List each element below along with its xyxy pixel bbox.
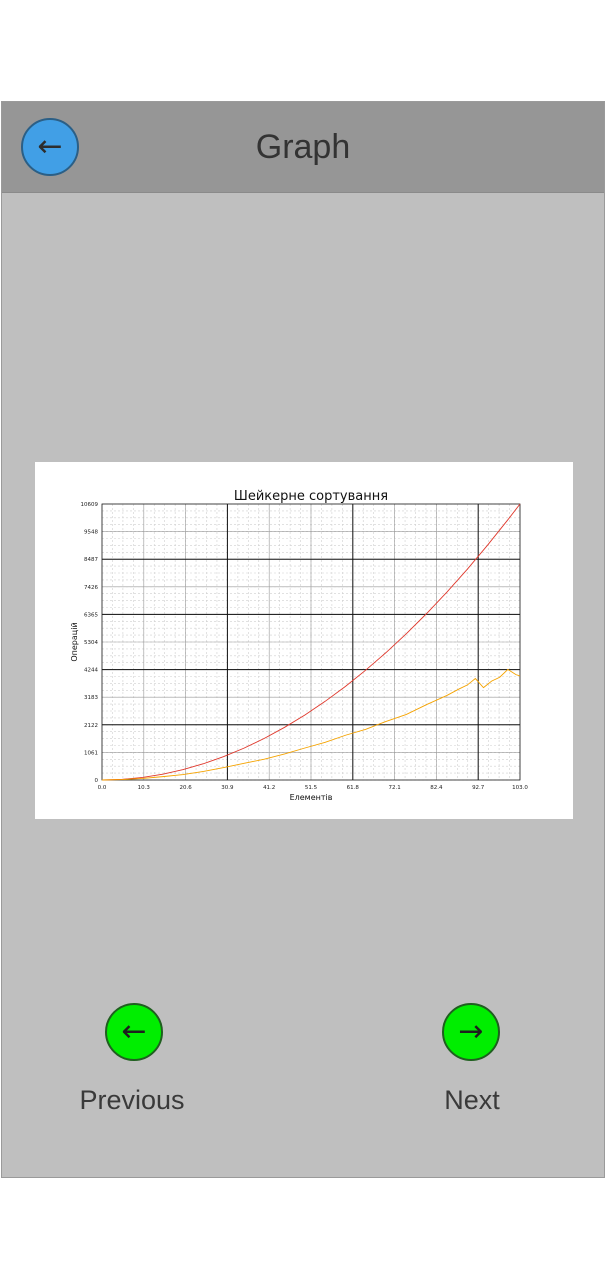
x-tick-label: 30.9	[221, 785, 234, 791]
y-tick-label: 3183	[84, 695, 98, 701]
series-line-1	[101, 668, 521, 781]
next-button[interactable]: →	[442, 1003, 500, 1061]
line-chart: 0.0 10.3 20.6 30.9 41.2 51.5 61.8 72.1 82.4 92.7 1…	[70, 489, 528, 802]
y-tick-label: 1061	[84, 750, 98, 756]
x-tick-label: 41.2	[263, 785, 275, 791]
y-tick-label: 6365	[84, 612, 98, 618]
y-axis-label: Операцій	[70, 622, 79, 661]
app-window: ← Graph 0.0 10.3 20.6 30.9 41.2 51.5 61.8 72.1 8…	[1, 101, 605, 1178]
arrow-right-icon: →	[458, 1014, 484, 1049]
x-tick-label: 92.7	[472, 785, 485, 791]
chart-card: 0.0 10.3 20.6 30.9 41.2 51.5 61.8 72.1 82.4 92.7 1…	[35, 462, 573, 819]
x-tick-label: 10.3	[138, 785, 151, 791]
next-label: Next	[444, 1085, 500, 1115]
x-tick-label: 103.0	[512, 785, 528, 791]
x-tick-label: 82.4	[430, 785, 443, 791]
y-tick-label: 2122	[84, 723, 98, 729]
x-axis-label: Елементів	[290, 793, 333, 802]
y-tick-label: 10609	[81, 502, 99, 508]
arrow-left-icon: ←	[37, 129, 63, 164]
page-title: Graph	[255, 128, 351, 166]
previous-label: Previous	[79, 1085, 185, 1115]
arrow-left-icon: ←	[121, 1014, 147, 1049]
y-tick-label: 4244	[84, 668, 98, 674]
chart-title: Шейкерне сортування	[234, 489, 388, 504]
plot-frame	[101, 503, 521, 781]
series-line-0	[101, 503, 521, 781]
y-tick-label: 8487	[84, 557, 98, 563]
x-tick-label: 61.8	[347, 785, 360, 791]
x-tick-label: 0.0	[98, 785, 107, 791]
x-tick-label: 72.1	[388, 785, 400, 791]
y-tick-label: 0	[95, 778, 99, 784]
back-button[interactable]: ←	[21, 118, 79, 176]
y-tick-label: 9548	[84, 530, 98, 536]
x-tick-label: 20.6	[179, 785, 192, 791]
y-tick-label: 5304	[84, 640, 98, 646]
header-bar: ← Graph	[2, 102, 604, 193]
y-tick-label: 7426	[84, 585, 98, 591]
previous-button[interactable]: ←	[105, 1003, 163, 1061]
x-tick-label: 51.5	[305, 785, 318, 791]
